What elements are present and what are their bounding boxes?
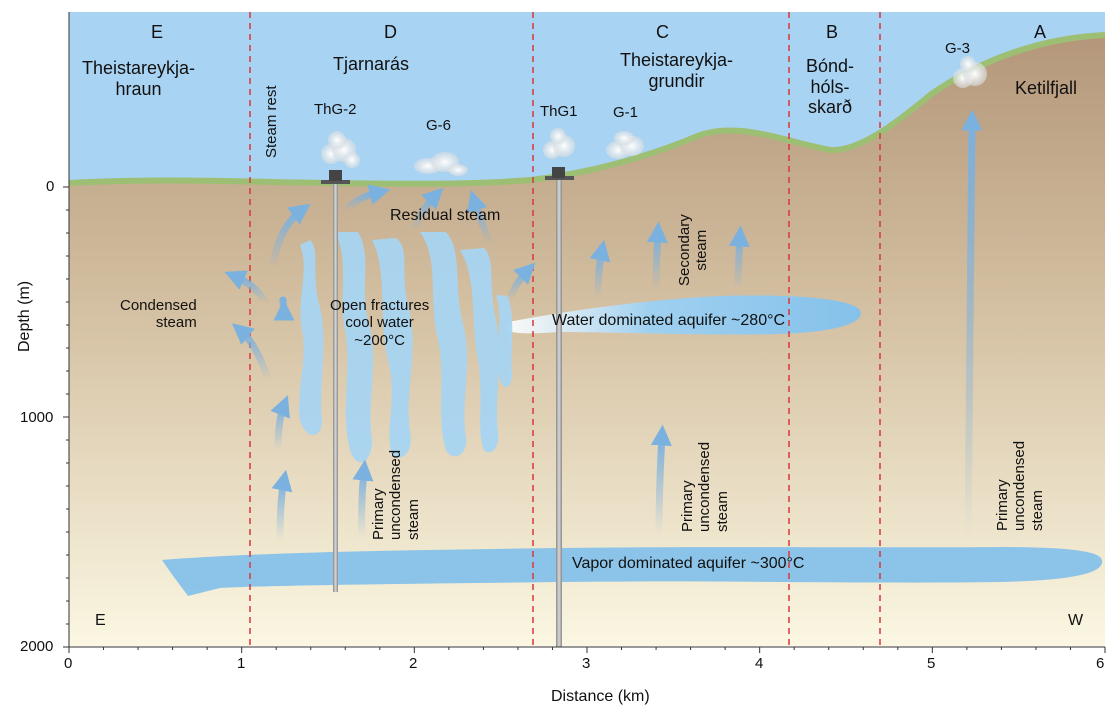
zone-letter-c: C bbox=[656, 22, 669, 42]
zone-letter-b: B bbox=[826, 22, 839, 42]
well-label-thg1: ThG1 bbox=[540, 103, 578, 120]
zone-letter-a: A bbox=[1034, 22, 1047, 42]
zone-name-e: Theistareykja- hraun bbox=[82, 58, 196, 99]
steam-plume-g1 bbox=[606, 131, 644, 159]
zone-letter-d: D bbox=[384, 22, 397, 42]
steam-plume-g6 bbox=[414, 152, 468, 176]
x-axis-title: Distance (km) bbox=[551, 688, 650, 705]
y-tick-marks bbox=[63, 186, 69, 648]
corner-label-west: W bbox=[1068, 612, 1084, 629]
corner-label-east: E bbox=[95, 612, 106, 629]
secondary-steam-label: Secondary steam bbox=[676, 214, 711, 286]
water-aquifer-label: Water dominated aquifer ~280°C bbox=[552, 312, 786, 329]
well-thg1 bbox=[545, 167, 574, 647]
condensed-steam-label: Condensed steam bbox=[120, 297, 197, 332]
zone-dividers bbox=[249, 12, 881, 646]
open-fractures-label: Open fractures cool water ~200°C bbox=[330, 297, 430, 349]
well-thg2 bbox=[321, 170, 350, 592]
water-aquifer bbox=[508, 295, 861, 335]
primary-steam-label-c: Primary uncondensed steam bbox=[679, 441, 731, 532]
fumarole-label-g1: G-1 bbox=[613, 104, 639, 121]
y-tick-label-2000: 2000 bbox=[20, 638, 54, 655]
primary-steam-label-d: Primary uncondensed steam bbox=[370, 449, 422, 540]
y-axis-title: Depth (m) bbox=[16, 280, 33, 352]
steam-plume-thg1 bbox=[543, 128, 575, 159]
zone-letter-e: E bbox=[151, 22, 164, 42]
x-tick-label-6: 6 bbox=[1096, 655, 1105, 672]
primary-steam-label-a: Primary uncondensed steam bbox=[994, 440, 1046, 531]
x-tick-label-5: 5 bbox=[927, 655, 936, 672]
x-tick-label-1: 1 bbox=[237, 655, 246, 672]
ground bbox=[69, 35, 1105, 646]
x-tick-marks bbox=[68, 647, 1106, 653]
zone-name-c: Theistareykja- grundir bbox=[620, 50, 734, 91]
x-tick-label-2: 2 bbox=[409, 655, 418, 672]
zone-name-a: Ketilfjall bbox=[1015, 78, 1078, 98]
y-tick-label-1000: 1000 bbox=[20, 409, 54, 426]
x-tick-label-3: 3 bbox=[582, 655, 591, 672]
x-tick-label-4: 4 bbox=[755, 655, 764, 672]
steam-arrows bbox=[224, 109, 983, 544]
residual-steam-label: Residual steam bbox=[390, 207, 501, 224]
steam-rest-label: Steam rest bbox=[263, 85, 280, 158]
y-tick-label-0: 0 bbox=[46, 178, 55, 195]
steam-plume-thg2 bbox=[321, 131, 360, 168]
fumarole-label-g6: G-6 bbox=[426, 117, 452, 134]
x-tick-label-0: 0 bbox=[64, 655, 73, 672]
zone-name-d: Tjarnarás bbox=[333, 54, 410, 74]
surface-line bbox=[68, 32, 1106, 187]
steam-plume-g3 bbox=[953, 56, 987, 88]
well-label-thg2: ThG-2 bbox=[314, 101, 357, 118]
vapor-aquifer-label: Vapor dominated aquifer ~300°C bbox=[572, 555, 805, 572]
open-fractures bbox=[299, 232, 513, 463]
fumarole-label-g3: G-3 bbox=[945, 40, 971, 57]
vapor-aquifer bbox=[162, 547, 1103, 596]
zone-name-b: Bónd- hóls- skarð bbox=[806, 56, 855, 118]
